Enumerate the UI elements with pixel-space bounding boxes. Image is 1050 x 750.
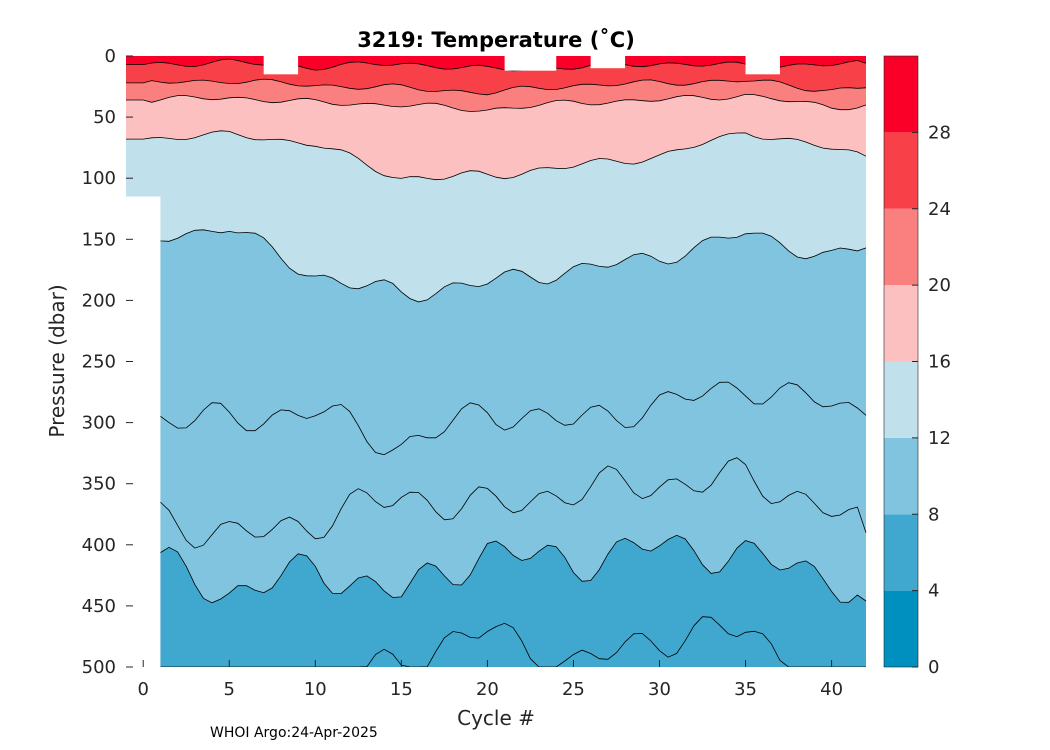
colorbar-band-20 [884, 208, 918, 286]
colorbar-tick-label: 20 [928, 275, 951, 296]
colorbar: 0 4 8 12 16 20 24 28 [883, 55, 951, 678]
y-tick-label: 300 [82, 413, 116, 434]
colorbar-band-12 [884, 361, 918, 438]
x-tick-label: 10 [304, 679, 327, 700]
x-axis: 0 5 10 15 20 25 30 35 40 [137, 660, 843, 700]
colorbar-tick-label: 4 [928, 581, 939, 602]
isotherm-line-12 [126, 229, 867, 303]
y-axis-label: Pressure (dbar) [45, 284, 69, 437]
colorbar-tick-label: 16 [928, 352, 951, 373]
colorbar-tick-label: 12 [928, 428, 951, 449]
data-gap-0 [126, 196, 161, 667]
colorbar-band-16 [884, 285, 918, 362]
isotherm-line-28 [126, 58, 867, 72]
colorbar-band-8 [884, 437, 918, 515]
y-tick-label: 200 [82, 290, 116, 311]
band-above-28 [126, 56, 866, 71]
colorbar-tick-label: 8 [928, 504, 939, 525]
colorbar-band-24 [884, 132, 918, 209]
x-axis-label: Cycle # [457, 706, 535, 730]
x-tick-label: 5 [224, 679, 235, 700]
y-tick-label: 350 [82, 474, 116, 495]
y-tick-label: 0 [105, 46, 116, 67]
chart-title: 3219: Temperature (˚C) [357, 28, 635, 52]
colorbar-band-4 [884, 514, 918, 591]
data-gap-mask-layer [0, 56, 880, 750]
isotherm-line-24 [126, 78, 867, 96]
y-tick-label: 400 [82, 535, 116, 556]
colorbar-band-28 [884, 56, 918, 133]
data-gap-3 [590, 56, 626, 69]
y-tick-label: 500 [82, 657, 116, 678]
y-tick-label: 450 [82, 596, 116, 617]
isotherm-line-9 [126, 457, 867, 549]
isotherm-line-20 [126, 93, 867, 112]
data-gap-2 [504, 56, 557, 71]
y-axis: 0 50 100 150 200 250 300 350 400 450 500 [82, 46, 133, 678]
x-tick-label: 40 [820, 679, 843, 700]
y-tick-label: 50 [93, 107, 116, 128]
isotherm-line-10 [126, 381, 867, 456]
x-tick-label: 35 [734, 679, 757, 700]
x-tick-label: 20 [476, 679, 499, 700]
x-tick-label: 15 [390, 679, 413, 700]
colorbar-band-0 [884, 590, 918, 667]
colorbar-tick-label: 24 [928, 199, 951, 220]
y-tick-label: 250 [82, 352, 116, 373]
credit-text: WHOI Argo:24-Apr-2025 [210, 725, 378, 741]
contour-fill-layer [126, 56, 867, 668]
colorbar-tick-label: 28 [928, 122, 951, 143]
x-tick-label: 0 [137, 679, 148, 700]
x-tick-label: 30 [648, 679, 671, 700]
y-tick-label: 150 [82, 229, 116, 250]
band-4-8 [126, 616, 866, 667]
clip-bottom [0, 667, 880, 750]
y-tick-label: 100 [82, 168, 116, 189]
x-tick-label: 25 [562, 679, 585, 700]
isotherm-line-8 [126, 534, 867, 604]
data-gap-4 [745, 56, 780, 75]
data-gap-1 [263, 56, 299, 75]
colorbar-tick-label: 0 [928, 657, 939, 678]
isotherm-line-16 [126, 130, 867, 181]
